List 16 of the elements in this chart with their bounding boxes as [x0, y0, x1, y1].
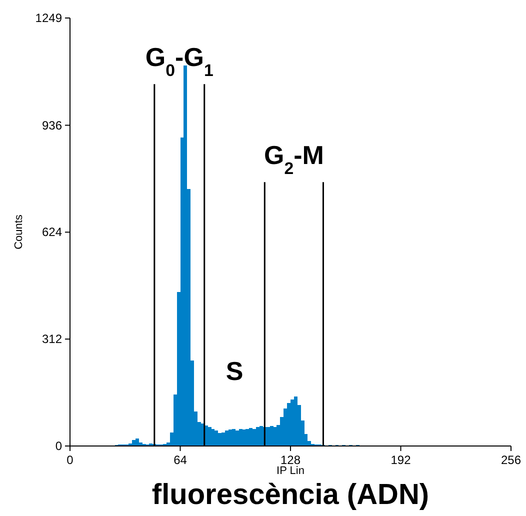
y-tick-label: 1249 — [35, 11, 62, 25]
annotation: S — [226, 356, 244, 386]
x-tick-label: 256 — [500, 453, 522, 467]
x-axis-title: IP Lin — [276, 465, 304, 477]
x-tick-label: 0 — [66, 453, 74, 467]
y-tick-label: 936 — [42, 118, 62, 132]
text: fluorescència (ADN) — [152, 479, 430, 511]
y-axis-title: Counts — [13, 214, 25, 250]
annotation: G$_{2}$-M — [264, 140, 324, 178]
y-tick-label: 624 — [42, 225, 62, 240]
x-tick-label: 64 — [174, 453, 188, 467]
x-tick-label: 128 — [280, 453, 301, 467]
y-tick-label: 0 — [55, 439, 62, 453]
x-tick-label: 192 — [390, 453, 412, 467]
y-tick-label: 312 — [42, 332, 62, 346]
annotation: G$_{0}$-G$_{1}$ — [145, 42, 214, 80]
